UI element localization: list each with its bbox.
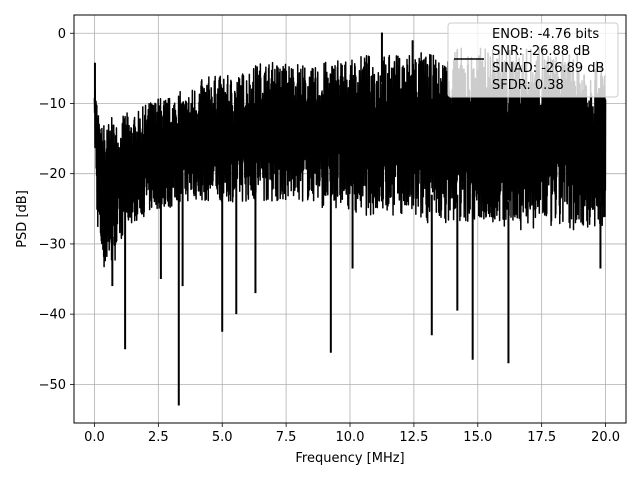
x-tick-label: 5.0	[212, 430, 233, 445]
data-layer	[93, 32, 607, 406]
x-tick-label: 15.0	[463, 430, 492, 445]
x-tick-label: 20.0	[591, 430, 620, 445]
y-tick-label: −50	[39, 378, 66, 393]
legend-line-1: ENOB: -4.76 bits	[492, 27, 599, 42]
legend-line-3: SINAD: -26.89 dB	[492, 61, 604, 76]
legend-line-4: SFDR: 0.38	[492, 78, 564, 93]
y-tick-label: 0	[58, 27, 66, 42]
x-tick-label: 7.5	[276, 430, 297, 445]
axis-ticks: 0.0 2.5 5.0 7.5 10.0 12.5 15.0 17.5 20.0 0 −10 −20 −…	[39, 27, 620, 445]
y-tick-label: −20	[39, 167, 66, 182]
y-tick-label: −10	[39, 97, 66, 112]
psd-trace	[93, 46, 607, 268]
y-tick-label: −40	[39, 308, 66, 323]
y-axis-label: PSD [dB]	[15, 190, 30, 248]
x-tick-label: 2.5	[148, 430, 169, 445]
x-tick-label: 10.0	[336, 430, 365, 445]
x-tick-label: 0.0	[84, 430, 105, 445]
y-tick-label: −30	[39, 237, 66, 252]
x-tick-label: 12.5	[399, 430, 428, 445]
legend-line-2: SNR: -26.88 dB	[492, 44, 590, 59]
x-tick-label: 17.5	[527, 430, 556, 445]
x-axis-label: Frequency [MHz]	[295, 451, 404, 466]
legend: ENOB: -4.76 bits SNR: -26.88 dB SINAD: -…	[447, 22, 619, 98]
legend-box	[447, 22, 619, 98]
